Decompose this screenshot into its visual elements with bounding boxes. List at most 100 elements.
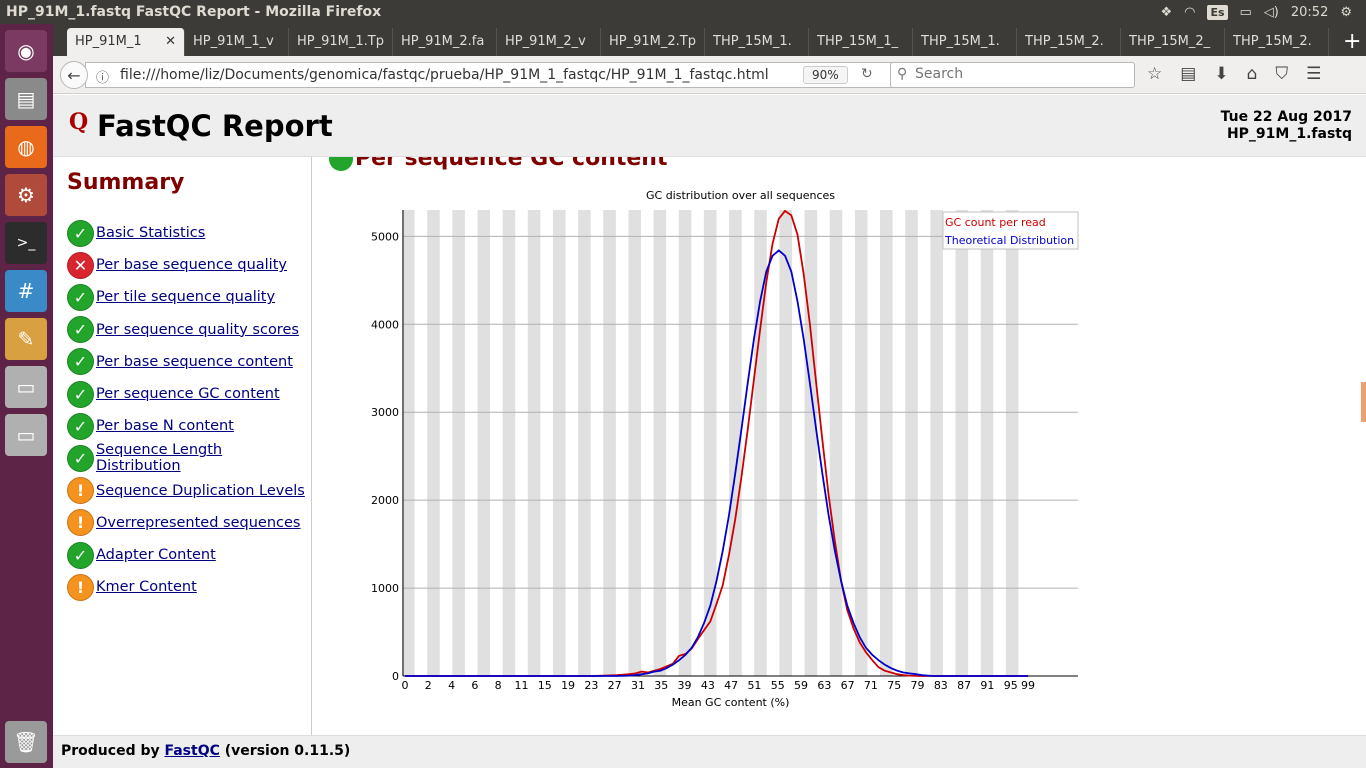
tab[interactable]: HP_91M_2.fa (393, 28, 497, 56)
report-date: Tue 22 Aug 2017 (1220, 109, 1352, 125)
pass-check-icon: ✓ (67, 380, 94, 408)
mono-develop-icon[interactable]: # (5, 270, 47, 312)
bookmark-star-icon[interactable]: ☆ (1147, 64, 1163, 84)
tab[interactable]: THP_15M_1_ (809, 28, 913, 56)
volume-icon[interactable]: ◁) (1263, 4, 1279, 20)
tab-bar: HP_91M_1 ✕ HP_91M_1_v HP_91M_1.Tp HP_91M… (53, 24, 1366, 56)
module-link[interactable]: Sequence Length Distribution (95, 442, 223, 475)
x-tick-label: 55 (771, 679, 785, 692)
new-tab-button[interactable]: + (1343, 29, 1362, 54)
disk-drive-icon[interactable]: ▭ (5, 414, 47, 456)
module-link[interactable]: Overrepresented sequences (96, 514, 301, 531)
ubuntu-dash-icon[interactable]: ◉ (5, 30, 47, 72)
url-bar[interactable]: ⓘ file:///home/liz/Documents/genomica/fa… (85, 62, 936, 88)
x-tick-label: 87 (957, 679, 971, 692)
tab[interactable]: HP_91M_1.Tp (289, 28, 393, 56)
wifi-icon[interactable]: ◠ (1184, 4, 1196, 20)
chart-stripe (452, 210, 465, 676)
url-text[interactable]: file:///home/liz/Documents/genomica/fast… (120, 67, 769, 83)
launcher: ◉ ▤ ◍ ⚙ >_ # ✎ ▭ ▭ 🗑 (0, 24, 53, 768)
tab[interactable]: THP_15M_2. (1017, 28, 1121, 56)
chart-stripe (477, 210, 491, 676)
module-link[interactable]: Per base N content (96, 418, 234, 435)
text-editor-icon[interactable]: ✎ (5, 318, 47, 360)
tab[interactable]: THP_15M_1. (705, 28, 809, 56)
x-axis-label: Mean GC content (%) (672, 696, 790, 709)
chart-stripe (729, 210, 742, 676)
scrollbar-thumb[interactable] (1361, 382, 1366, 422)
clock[interactable]: 20:52 (1290, 4, 1329, 20)
home-icon[interactable]: ⌂ (1246, 64, 1258, 84)
module-link[interactable]: Per tile sequence quality (96, 289, 276, 306)
chart-stripe (829, 210, 843, 676)
dropbox-icon[interactable]: ❖ (1160, 4, 1173, 20)
fastqc-link[interactable]: FastQC (164, 743, 220, 759)
files-icon[interactable]: ▤ (5, 78, 47, 120)
back-button[interactable]: ← (60, 61, 88, 89)
module-link[interactable]: Sequence Duplication Levels (96, 482, 305, 499)
chart-stripe (905, 210, 918, 676)
download-icon[interactable]: ⬇ (1214, 64, 1229, 84)
keyboard-layout-indicator[interactable]: Es (1207, 4, 1228, 20)
reading-list-icon[interactable]: ▤ (1180, 64, 1197, 84)
module-link[interactable]: Adapter Content (96, 547, 216, 563)
x-tick-label: 79 (911, 679, 925, 692)
tab[interactable]: THP_15M_2_ (1121, 28, 1225, 56)
x-tick-label: 0 (402, 679, 409, 692)
menu-icon[interactable]: ☰ (1306, 64, 1322, 84)
module-link[interactable]: Per base sequence quality (96, 257, 287, 274)
pass-check-icon: ✓ (67, 219, 94, 247)
x-tick-label: 39 (678, 679, 692, 692)
terminal-icon[interactable]: >_ (5, 222, 47, 264)
firefox-icon[interactable]: ◍ (5, 126, 47, 168)
pass-icon (329, 157, 353, 171)
report-title: FastQC Report (97, 109, 333, 143)
pass-check-icon: ✓ (67, 412, 94, 440)
reload-icon[interactable]: ↻ (861, 66, 873, 82)
settings-gear-icon[interactable]: ⚙ (1340, 4, 1352, 20)
pass-check-icon: ✓ (67, 283, 94, 311)
legend-box (942, 211, 1079, 250)
tab[interactable]: HP_91M_2.Tp (601, 28, 705, 56)
page-info-icon[interactable]: ⓘ (96, 71, 110, 86)
tab[interactable]: HP_91M_1_v (185, 28, 289, 56)
search-box[interactable]: ⚲ (890, 62, 1135, 88)
tab-active[interactable]: HP_91M_1 ✕ (67, 28, 185, 56)
module-link[interactable]: Per base sequence content (96, 353, 293, 370)
chart-stripe (603, 210, 616, 676)
x-tick-label: 4 (448, 679, 455, 692)
chart-stripe (754, 210, 767, 676)
tab[interactable]: THP_15M_1. (913, 28, 1017, 56)
chart-stripe (678, 210, 692, 676)
module-link[interactable]: Kmer Content (96, 579, 197, 596)
series-line (405, 249, 1028, 677)
close-tab-icon[interactable]: ✕ (165, 34, 176, 49)
x-tick-label: 8 (495, 679, 502, 692)
y-tick-label: 3000 (371, 406, 399, 419)
search-input[interactable] (915, 66, 1125, 82)
trash-icon[interactable]: 🗑 (5, 721, 47, 763)
report-header: Q FastQC Report Tue 22 Aug 2017 HP_91M_1… (53, 95, 1366, 157)
module-link[interactable]: Per sequence GC content (96, 386, 280, 402)
y-tick-label: 5000 (371, 230, 399, 243)
x-tick-label: 2 (425, 679, 432, 692)
disk-drive-icon[interactable]: ▭ (5, 366, 47, 408)
pocket-icon[interactable]: ⛉ (1275, 64, 1289, 84)
tab[interactable]: THP_15M_2. (1225, 28, 1329, 56)
window-title: HP_91M_1.fastq FastQC Report - Mozilla F… (6, 4, 382, 20)
system-settings-icon[interactable]: ⚙ (5, 174, 47, 216)
summary-module-item: ✓ Sequence Length Distribution (67, 442, 311, 475)
module-link[interactable]: Basic Statistics (96, 225, 206, 241)
zoom-level[interactable]: 90% (803, 66, 848, 84)
pass-check-icon: ✓ (67, 348, 94, 376)
x-tick-label: 27 (608, 679, 622, 692)
y-tick-label: 2000 (371, 494, 399, 507)
chart-stripe (804, 210, 818, 676)
x-tick-label: 15 (538, 679, 552, 692)
summary-module-item: ✓ Per base sequence content (67, 348, 293, 376)
chart-stripe (779, 210, 792, 676)
module-link[interactable]: Per sequence quality scores (96, 321, 299, 338)
tab[interactable]: HP_91M_2_v (497, 28, 601, 56)
battery-icon[interactable]: ▭ (1239, 4, 1252, 20)
chart-stripe (527, 210, 541, 676)
